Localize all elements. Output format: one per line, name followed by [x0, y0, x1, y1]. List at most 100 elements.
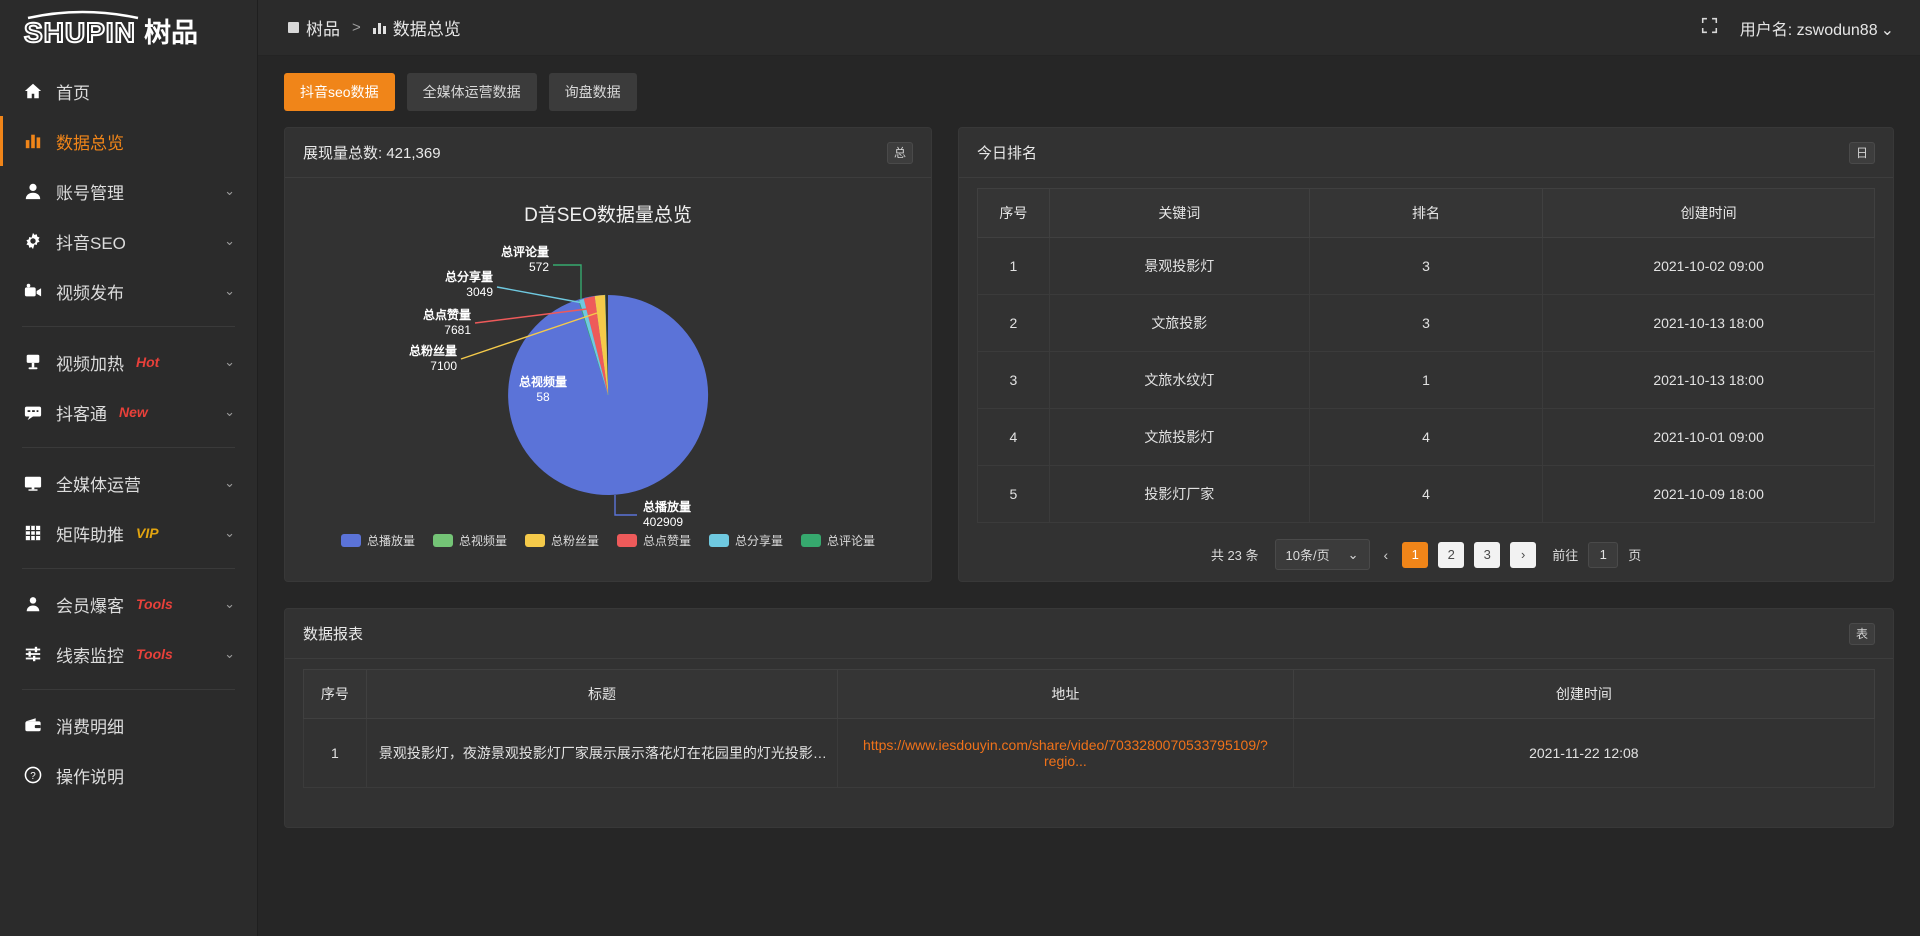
video-link[interactable]: https://www.iesdouyin.com/share/video/70…: [863, 737, 1268, 769]
sidebar-item-account-management[interactable]: 账号管理 ⌄: [0, 166, 257, 216]
report-card-badge[interactable]: 表: [1849, 622, 1875, 645]
sidebar-item-video-boost[interactable]: 视频加热 Hot ⌄: [0, 337, 257, 387]
chevron-down-icon: ⌄: [224, 475, 235, 490]
svg-text:总点赞量: 总点赞量: [423, 307, 471, 322]
page-content: 抖音seo数据 全媒体运营数据 询盘数据 展现量总数: 421,369 总 D音…: [258, 56, 1920, 936]
page-button-2[interactable]: 2: [1438, 541, 1465, 568]
overview-card-badge[interactable]: 总: [887, 141, 913, 164]
sidebar-item-douketong[interactable]: 抖客通 New ⌄: [0, 387, 257, 437]
sidebar-item-badge: VIP: [136, 525, 159, 541]
cell-created-at: 2021-10-09 18:00: [1542, 465, 1876, 523]
cell-keyword: 文旅水纹灯: [1048, 351, 1310, 409]
cell-index: 5: [977, 465, 1050, 523]
main-area: 树品 > 数据总览 用户名: zswodun88 ⌄ 抖音seo数据: [258, 0, 1920, 936]
sidebar-item-home[interactable]: 首页: [0, 66, 257, 116]
legend-item[interactable]: 总粉丝量: [524, 532, 599, 549]
sidebar-item-label: 数据总览: [56, 133, 124, 153]
tab-douyin-seo-data[interactable]: 抖音seo数据: [284, 73, 395, 111]
sidebar-item-consumption-detail[interactable]: 消费明细: [0, 700, 257, 750]
sidebar-item-member-traffic[interactable]: 会员爆客 Tools ⌄: [0, 579, 257, 629]
home-icon: [22, 80, 44, 102]
cell-index: 1: [303, 718, 367, 788]
cell-keyword: 投影灯厂家: [1048, 465, 1310, 523]
breadcrumb-current: 数据总览: [392, 20, 461, 39]
sidebar-divider: [22, 447, 235, 448]
svg-text:7681: 7681: [444, 323, 471, 337]
sidebar-divider: [22, 326, 235, 327]
table-row[interactable]: 1 景观投影灯，夜游景观投影灯厂家展示展示落花灯在花园里的灯光投影应用效果 # …: [303, 718, 1876, 788]
sidebar-item-label: 线索监控: [56, 646, 124, 666]
report-card-title: 数据报表: [303, 626, 364, 643]
sidebar-item-matrix-boost[interactable]: 矩阵助推 VIP ⌄: [0, 508, 257, 558]
breadcrumb-root[interactable]: 树品: [306, 20, 340, 39]
brand-logo[interactable]: SHUPIN 树品: [0, 0, 257, 56]
cards-row: 展现量总数: 421,369 总 D音SEO数据量总览: [284, 127, 1895, 582]
goto-page-input[interactable]: [1588, 541, 1619, 568]
user-icon: [22, 180, 44, 202]
legend-swatch: [709, 534, 730, 547]
svg-text:58: 58: [536, 390, 550, 404]
legend-swatch: [340, 534, 361, 547]
grid-icon: [22, 522, 44, 544]
user-menu[interactable]: 用户名: zswodun88 ⌄: [1740, 16, 1894, 40]
chevron-down-icon: ⌄: [224, 596, 235, 611]
tab-omnimedia-ops-data[interactable]: 全媒体运营数据: [406, 73, 537, 111]
sidebar-item-omnimedia-ops[interactable]: 全媒体运营 ⌄: [0, 458, 257, 508]
pagination: 共 23 条 10条/页 ⌄ ‹ 1 2 3 › 前往: [977, 523, 1875, 570]
top-bar: 树品 > 数据总览 用户名: zswodun88 ⌄: [258, 0, 1920, 56]
cell-index: 1: [977, 237, 1050, 295]
table-row[interactable]: 5 投影灯厂家 4 2021-10-09 18:00: [977, 465, 1876, 523]
today-ranking-card: 今日排名 日 序号 关键词 排名 创建时间: [958, 127, 1895, 582]
table-row[interactable]: 2 文旅投影 3 2021-10-13 18:00: [977, 294, 1876, 352]
pie-chart-svg: 总评论量 572 总分享量 3049 总点赞量 7681: [409, 244, 709, 529]
cell-created-at: 2021-10-13 18:00: [1542, 294, 1876, 352]
sidebar-item-label: 抖音SEO: [56, 233, 126, 253]
legend-label: 总分享量: [735, 534, 784, 548]
chat-icon: [22, 401, 44, 423]
table-row[interactable]: 4 文旅投影灯 4 2021-10-01 09:00: [977, 408, 1876, 466]
legend-item[interactable]: 总评论量: [801, 532, 875, 549]
table-row[interactable]: 1 景观投影灯 3 2021-10-02 09:00: [977, 237, 1876, 295]
chevron-down-icon: ⌄: [224, 354, 235, 369]
chevron-down-icon: ⌄: [224, 525, 235, 540]
bar-chart-icon: [372, 21, 386, 34]
column-header-address: 地址: [837, 669, 1294, 719]
next-page-button[interactable]: ›: [1510, 541, 1537, 568]
page-button-1[interactable]: 1: [1402, 541, 1429, 568]
legend-item[interactable]: 总视频量: [432, 532, 507, 549]
svg-text:402909: 402909: [643, 515, 683, 529]
legend-item[interactable]: 总点赞量: [617, 532, 691, 549]
data-report-card: 数据报表 表 序号 标题 地址 创建时间: [284, 608, 1894, 828]
tab-inquiry-data[interactable]: 询盘数据: [548, 73, 637, 111]
cell-created-at: 2021-10-02 09:00: [1542, 237, 1876, 295]
sidebar-item-douyin-seo[interactable]: 抖音SEO ⌄: [0, 216, 257, 266]
sidebar-divider: [22, 689, 235, 690]
sliders-icon: [22, 643, 44, 665]
svg-text:SHUPIN: SHUPIN: [24, 17, 136, 48]
prev-page-button[interactable]: ‹: [1383, 546, 1389, 563]
legend-item[interactable]: 总分享量: [709, 532, 783, 549]
report-card-header: 数据报表 表: [285, 609, 1893, 659]
topbar-right: 用户名: zswodun88 ⌄: [1701, 16, 1894, 40]
sidebar-item-label: 消费明细: [56, 717, 124, 737]
fire-icon: [22, 351, 44, 373]
legend-swatch: [524, 534, 545, 547]
legend-swatch: [801, 534, 822, 547]
page-button-3[interactable]: 3: [1474, 541, 1501, 568]
sidebar-item-label: 账号管理: [56, 183, 124, 203]
ranking-card-badge[interactable]: 日: [1849, 141, 1876, 164]
legend-label: 总视频量: [458, 534, 507, 548]
svg-text:572: 572: [529, 260, 549, 274]
sidebar-item-label: 视频发布: [56, 283, 124, 303]
table-row[interactable]: 3 文旅水纹灯 1 2021-10-13 18:00: [977, 351, 1876, 409]
chevron-down-icon: ⌄: [224, 404, 235, 419]
page-size-select[interactable]: 10条/页 ⌄: [1274, 539, 1370, 570]
sidebar-item-instructions[interactable]: ? 操作说明: [0, 750, 257, 800]
legend-label: 总点赞量: [643, 534, 692, 548]
sidebar-item-lead-monitor[interactable]: 线索监控 Tools ⌄: [0, 629, 257, 679]
fullscreen-icon[interactable]: [1701, 17, 1718, 39]
sidebar-item-video-publish[interactable]: 视频发布 ⌄: [0, 266, 257, 316]
sidebar-item-data-overview[interactable]: 数据总览: [0, 116, 257, 166]
legend-item[interactable]: 总播放量: [340, 532, 415, 549]
